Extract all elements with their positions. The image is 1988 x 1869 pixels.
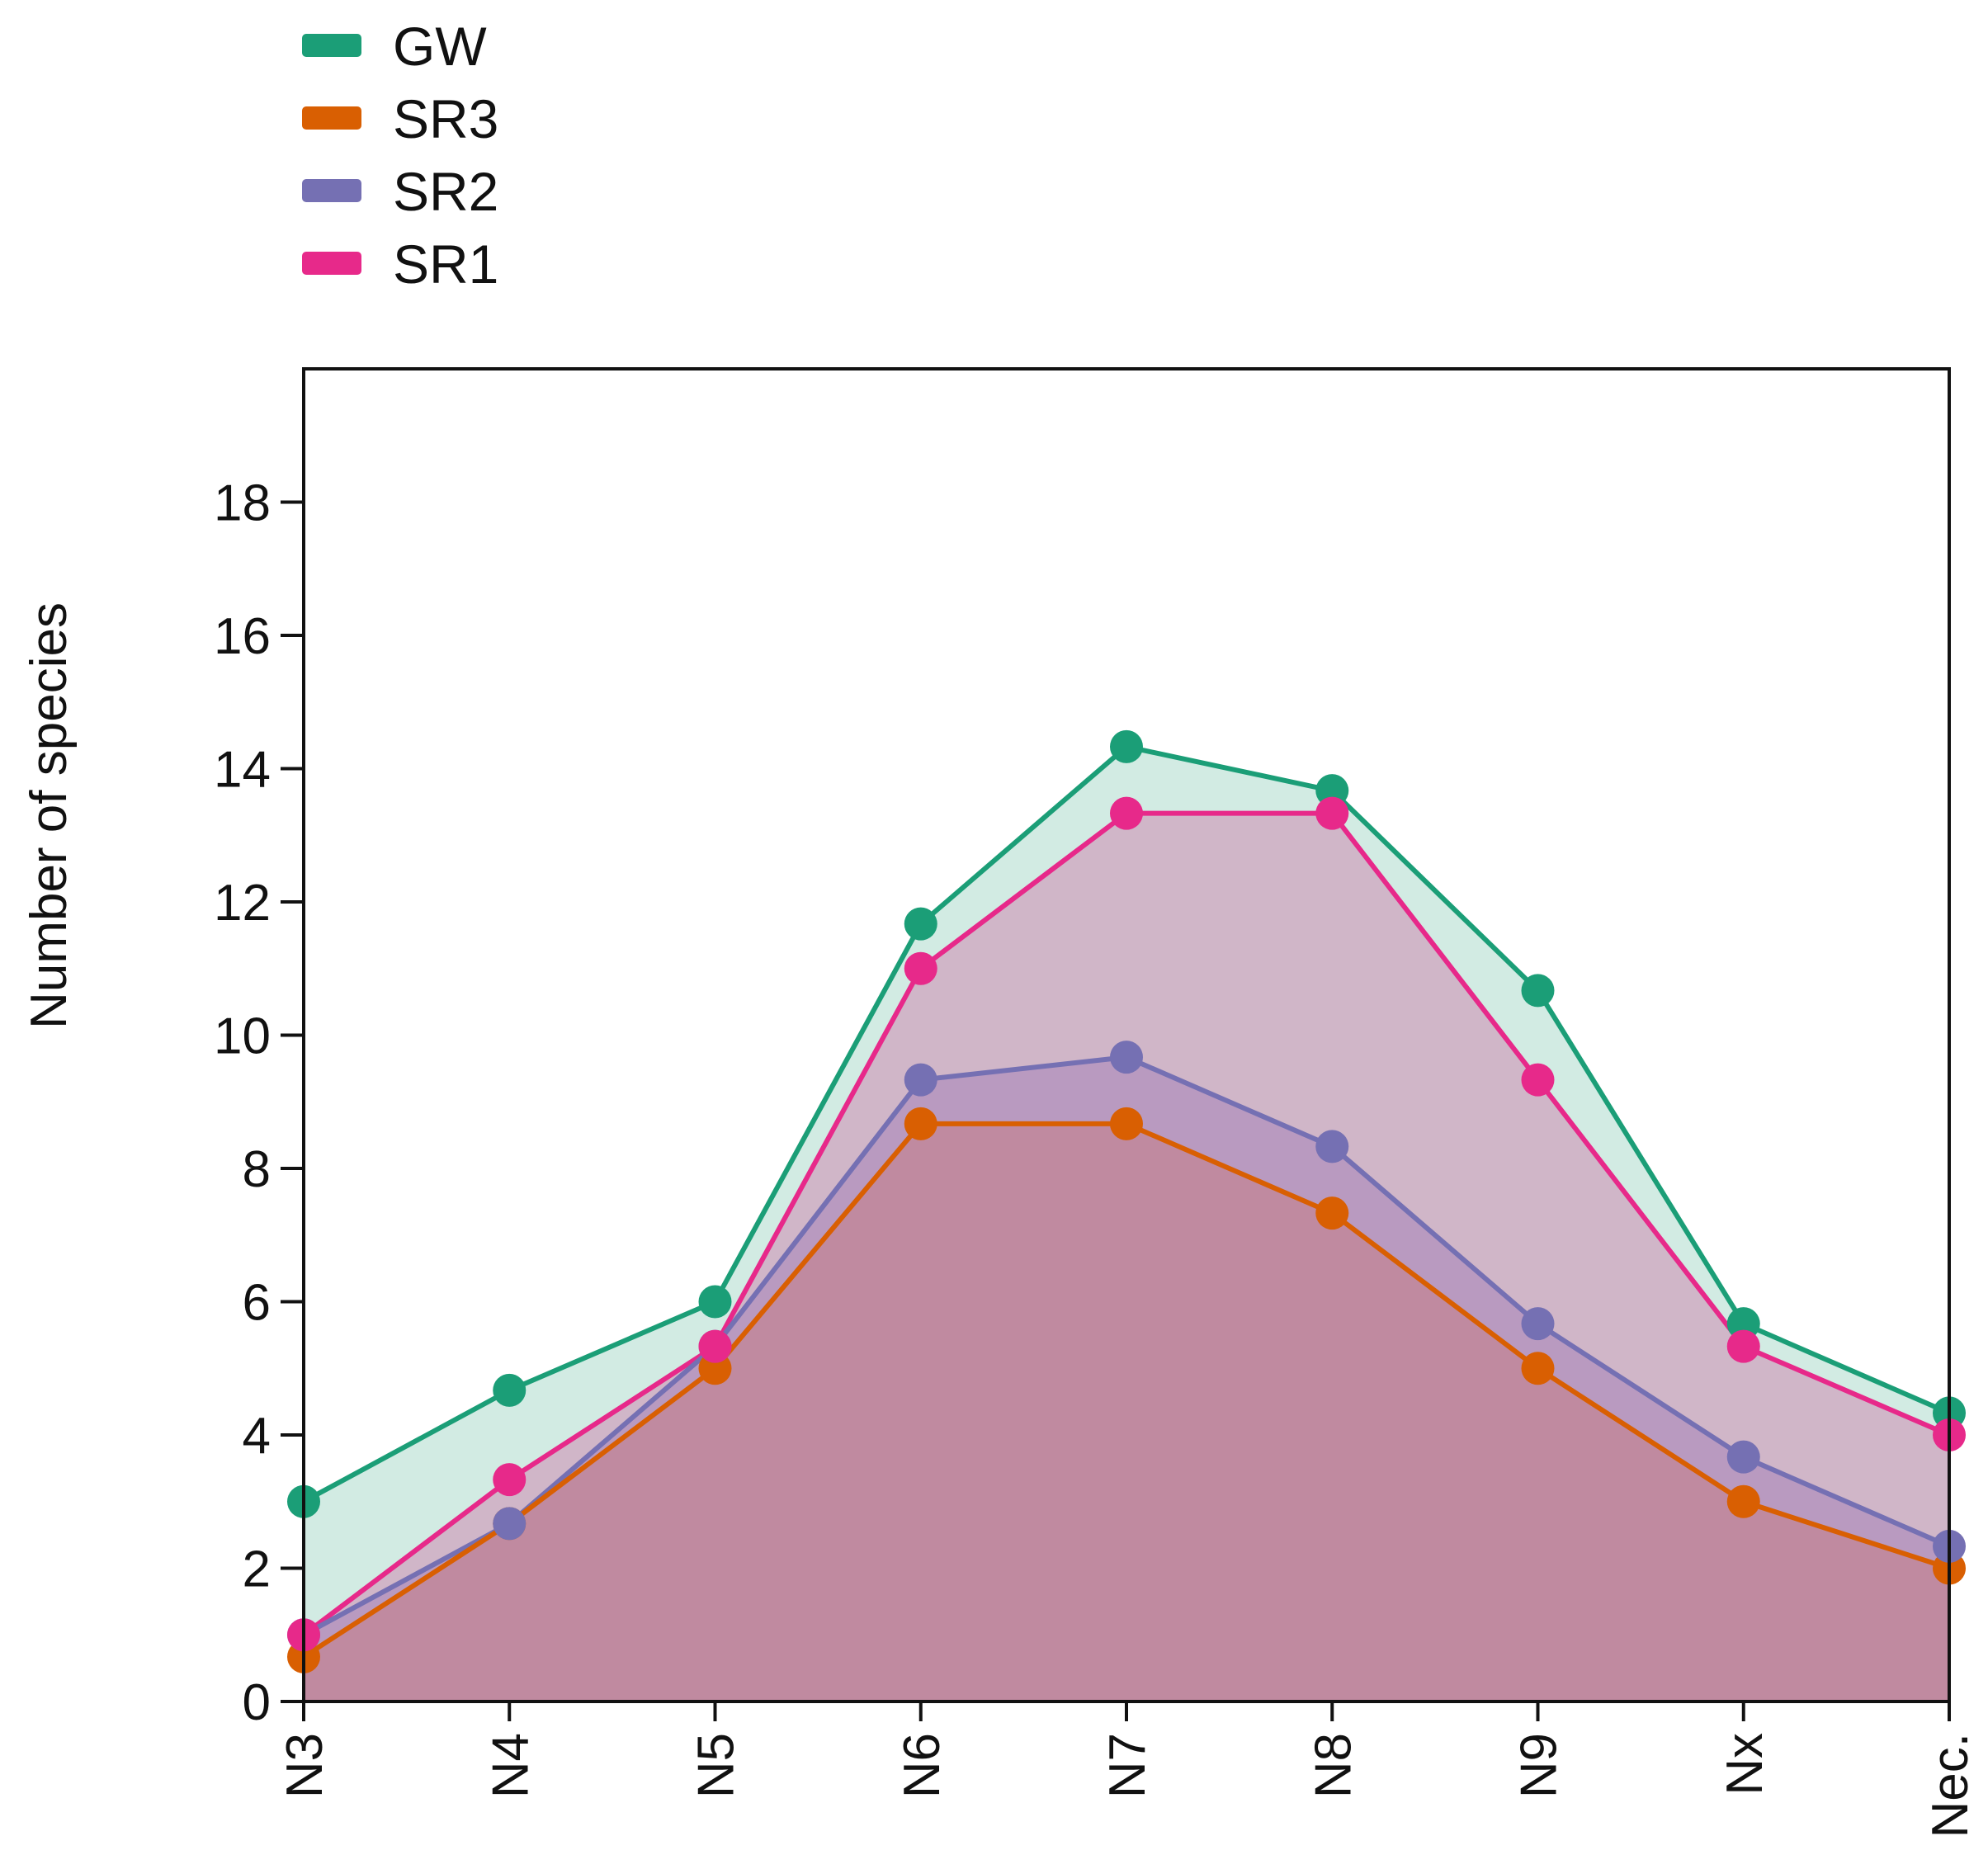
- point-sr3-n6: [904, 1107, 937, 1140]
- point-sr2-n8: [1315, 1130, 1349, 1163]
- y-axis-title: Number of species: [21, 602, 78, 1029]
- x-tick-label: N7: [1099, 1733, 1156, 1798]
- x-tick-label: Nx: [1716, 1733, 1773, 1796]
- y-tick-label: 4: [243, 1408, 271, 1465]
- x-tick-label: Nec.: [1922, 1733, 1979, 1838]
- x-tick-label: N8: [1305, 1733, 1362, 1798]
- point-sr3-nx: [1726, 1484, 1760, 1518]
- x-tick-label: N3: [276, 1733, 333, 1798]
- point-sr2-n6: [904, 1063, 937, 1097]
- point-gw-n4: [493, 1373, 527, 1407]
- point-sr2-nx: [1726, 1440, 1760, 1474]
- point-sr3-n8: [1315, 1196, 1349, 1230]
- x-tick-label: N6: [894, 1733, 951, 1798]
- x-tick-label: N5: [688, 1733, 745, 1798]
- point-gw-n9: [1521, 974, 1555, 1008]
- point-sr1-n7: [1110, 796, 1143, 830]
- y-axis: 0 2 4 6 8 10 12 14 16 18: [214, 475, 304, 1731]
- point-sr3-n7: [1110, 1107, 1143, 1140]
- point-sr2-n4: [493, 1507, 527, 1541]
- point-sr1-nx: [1726, 1329, 1760, 1363]
- legend-swatch-gw: [302, 34, 361, 57]
- x-tick-label: N9: [1511, 1733, 1568, 1798]
- point-sr2-n9: [1521, 1307, 1555, 1341]
- legend-swatch-sr2: [302, 179, 361, 202]
- legend: GW SR3 SR2 SR1: [302, 16, 498, 295]
- area-fills: [304, 746, 1949, 1701]
- legend-swatch-sr3: [302, 106, 361, 130]
- y-tick-label: 12: [214, 875, 271, 932]
- point-gw-n8: [1315, 774, 1349, 808]
- legend-label-sr3: SR3: [393, 88, 498, 149]
- legend-label-sr1: SR1: [393, 234, 498, 295]
- x-tick-label: N4: [482, 1733, 539, 1798]
- y-tick-label: 18: [214, 475, 271, 532]
- y-tick-label: 8: [243, 1141, 271, 1198]
- point-gw-n7: [1110, 729, 1143, 763]
- y-tick-label: 6: [243, 1275, 271, 1332]
- y-tick-label: 0: [243, 1674, 271, 1731]
- point-sr1-n6: [904, 951, 937, 985]
- point-sr1-n5: [698, 1329, 732, 1363]
- legend-swatch-sr1: [302, 252, 361, 275]
- y-tick-label: 10: [214, 1008, 271, 1065]
- point-sr2-n7: [1110, 1041, 1143, 1074]
- y-tick-label: 14: [214, 742, 271, 799]
- point-sr1-n9: [1521, 1063, 1555, 1097]
- legend-label-gw: GW: [393, 16, 487, 77]
- point-gw-nx: [1726, 1307, 1760, 1341]
- area-sr3: [304, 1123, 1949, 1701]
- y-tick-label: 16: [214, 608, 271, 665]
- y-tick-label: 2: [243, 1541, 271, 1598]
- series-points: [287, 729, 1966, 1673]
- point-sr3-n9: [1521, 1352, 1555, 1385]
- point-sr1-n4: [493, 1463, 527, 1497]
- point-gw-n5: [698, 1285, 732, 1319]
- point-gw-n6: [904, 907, 937, 941]
- point-sr1-n8: [1315, 796, 1349, 830]
- x-axis: N3 N4 N5 N6 N7 N8 N9 Nx Nec.: [276, 1701, 1979, 1838]
- legend-label-sr2: SR2: [393, 161, 498, 222]
